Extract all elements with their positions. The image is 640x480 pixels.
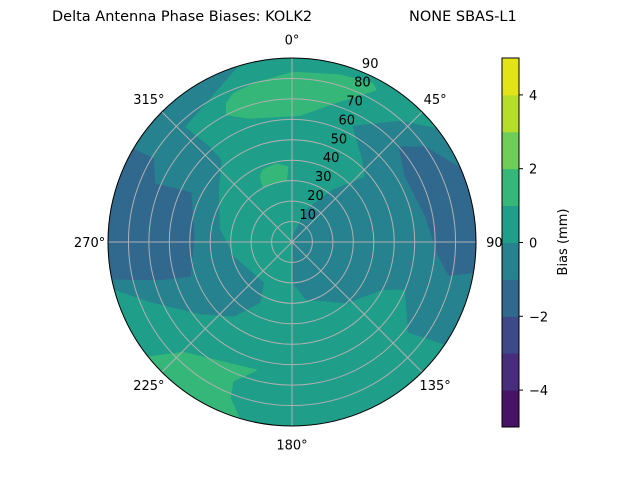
colorbar-tick-label: −2: [529, 310, 548, 325]
radial-tick-label: 20: [307, 189, 324, 204]
colorbar-segment: [502, 58, 519, 96]
radial-tick-label: 10: [299, 208, 316, 223]
chart-subtitle: NONE SBAS-L1: [409, 9, 517, 25]
colorbar-segment: [502, 205, 519, 243]
angular-tick-label: 315°: [133, 93, 164, 108]
colorbar-label: Bias (mm): [556, 209, 571, 276]
contour-region: [225, 71, 377, 119]
angular-tick-label: 90: [486, 236, 503, 251]
angular-tick-label: 135°: [419, 379, 450, 394]
chart-title: Delta Antenna Phase Biases: KOLK2: [52, 9, 313, 25]
colorbar-tick-label: −4: [529, 384, 548, 399]
radial-tick-label: 40: [323, 151, 340, 166]
radial-tick-label: 50: [331, 132, 348, 147]
angular-tick-label: 45°: [424, 93, 447, 108]
colorbar-segment: [502, 390, 519, 428]
angular-tick-label: 180°: [276, 438, 307, 453]
colorbar-segment: [502, 94, 519, 133]
contour-region: [108, 144, 195, 281]
angular-gridline: [291, 241, 423, 373]
radial-tick-label: 60: [339, 113, 356, 128]
angular-gridline: [291, 111, 423, 243]
colorbar-segment: [502, 131, 519, 170]
colorbar-segment: [502, 279, 519, 317]
polar-frame: [107, 57, 477, 427]
colorbar-segment: [502, 168, 519, 207]
colorbar-tick-label: 4: [529, 89, 537, 104]
colorbar-segment: [502, 353, 519, 391]
colorbar-tick-label: 2: [529, 163, 537, 178]
angular-gridline: [161, 111, 293, 243]
colorbar-tick-label: 0: [529, 237, 537, 252]
angular-gridline: [161, 241, 293, 373]
angular-tick-label: 270°: [74, 236, 105, 251]
contour-region: [259, 163, 289, 188]
angular-tick-label: 225°: [133, 379, 164, 394]
colorbar-segment: [502, 316, 519, 354]
radial-tick-label: 80: [354, 76, 371, 91]
angular-tick-label: 0°: [285, 34, 300, 49]
radial-tick-label: 70: [346, 95, 363, 110]
radial-tick-label: 30: [315, 170, 332, 185]
colorbar-segment: [502, 242, 519, 280]
contour-regions: [108, 58, 476, 426]
radial-tick-label: 90: [362, 57, 379, 72]
